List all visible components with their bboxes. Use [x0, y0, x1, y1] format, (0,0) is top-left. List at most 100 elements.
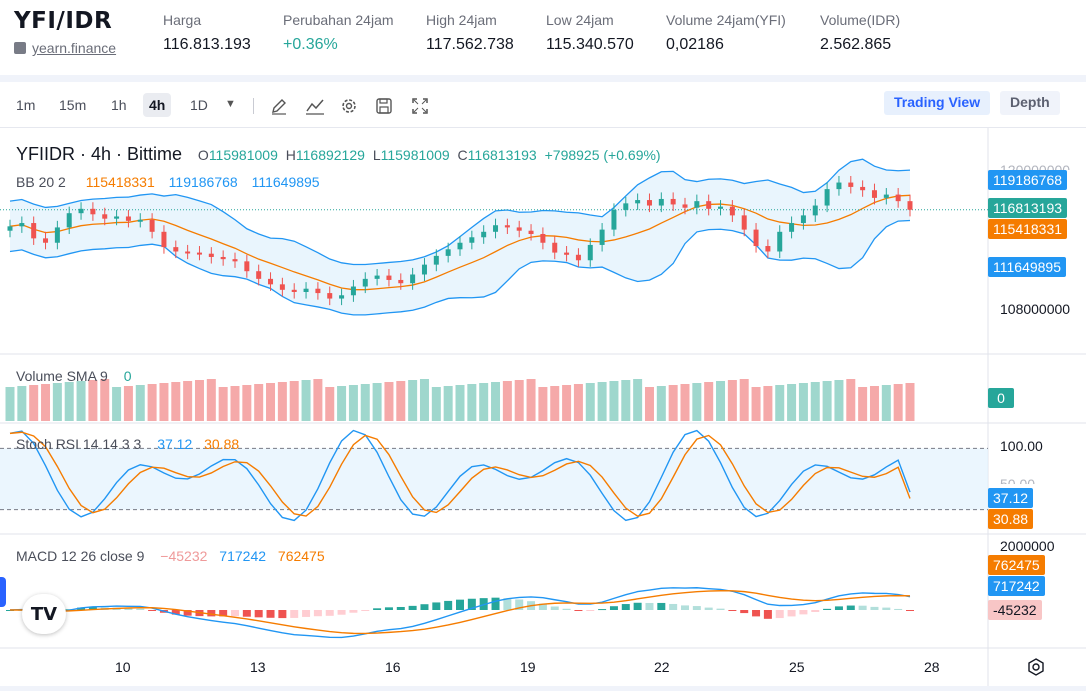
stoch-band — [0, 448, 988, 510]
stat-label: High 24jam — [426, 12, 497, 28]
volume-bar — [29, 385, 39, 421]
volume-value: 0 — [123, 368, 132, 384]
bb-upper-tag: 119186768 — [988, 170, 1068, 190]
stoch-k-tag: 37.12 — [988, 488, 1034, 508]
timeframe-1h[interactable]: 1h — [111, 97, 127, 113]
ohlc-c: 116813193 — [467, 147, 537, 163]
macd-hist-bar — [692, 606, 701, 610]
candle-body — [256, 271, 262, 279]
macd-hist-bar — [266, 610, 275, 618]
macd-hist-bar — [124, 608, 133, 610]
candle-body — [670, 198, 676, 205]
fullscreen-icon[interactable] — [411, 97, 429, 115]
candle-body — [185, 251, 191, 254]
volume-bar — [514, 380, 524, 421]
macd-hist-bar — [645, 602, 654, 610]
trading-view-button[interactable]: Trading View — [884, 91, 991, 115]
volume-tag: 0 — [988, 388, 1014, 408]
macd-hist-bar — [787, 610, 796, 617]
volume-bar — [822, 381, 832, 421]
symbol-label: YFIIDR · 4h · Bittime — [16, 144, 183, 164]
macd-hist-bar — [77, 607, 86, 610]
volume-bar — [858, 387, 868, 421]
macd-hist-bar — [550, 606, 559, 610]
volume-bar — [585, 383, 595, 421]
pencil-icon[interactable] — [270, 97, 288, 115]
tradingview-logo[interactable]: TV — [22, 594, 66, 634]
macd-hist-bar — [313, 610, 322, 617]
candle-body — [244, 261, 250, 272]
timeframe-1m[interactable]: 1m — [16, 97, 36, 113]
volume-bar — [325, 387, 335, 421]
settings-hex-icon[interactable] — [1026, 657, 1046, 677]
save-icon[interactable] — [375, 97, 393, 115]
side-handle[interactable] — [0, 577, 6, 607]
candle-body — [552, 242, 558, 253]
volume-bar — [289, 381, 299, 421]
volume-bar — [100, 379, 110, 421]
volume-bar — [775, 385, 785, 421]
macd-hist-bar — [408, 605, 417, 610]
price-axis-label-top: 120000000 — [1000, 162, 1071, 170]
macd-hist-bar — [503, 598, 512, 610]
depth-button[interactable]: Depth — [1000, 91, 1060, 115]
gear-icon[interactable] — [340, 97, 358, 115]
volume-legend: Volume SMA 9 0 — [16, 368, 136, 384]
stat-price: Harga 116.813.193 — [163, 12, 251, 54]
stat-value: 115.340.570 — [546, 36, 634, 53]
source-label[interactable]: yearn.finance — [32, 40, 117, 56]
volume-bar — [597, 382, 607, 421]
indicator-icon[interactable] — [305, 97, 325, 115]
macd-hist-bar — [657, 602, 666, 610]
macd-signal-value: 762475 — [277, 548, 325, 564]
time-axis-label: 16 — [385, 659, 401, 675]
timeframe-15m[interactable]: 15m — [59, 97, 87, 113]
ohlc-c-label: C — [457, 147, 468, 163]
timeframe-4h[interactable]: 4h — [143, 93, 172, 117]
candle-body — [173, 247, 179, 252]
macd-hist-bar — [384, 607, 393, 610]
candle-body — [812, 205, 818, 216]
stoch-label: Stoch RSI 14 14 3 3 — [16, 436, 142, 452]
volume-bar — [242, 385, 252, 421]
candle-body — [410, 274, 416, 284]
timeframe-1d[interactable]: 1D — [190, 97, 208, 113]
volume-bar — [206, 379, 216, 421]
candle-body — [125, 216, 131, 221]
candle-body — [350, 286, 356, 296]
volume-bar — [218, 387, 228, 421]
candle-body — [114, 216, 120, 219]
volume-bar — [798, 383, 808, 421]
bb-legend: BB 20 2 115418331 119186768 111649895 — [16, 174, 324, 190]
candle-body — [729, 206, 735, 216]
candle-body — [706, 201, 712, 209]
ohlc-o-label: O — [197, 147, 209, 163]
volume-bar — [183, 381, 193, 421]
chart-canvas[interactable] — [0, 128, 1086, 686]
volume-bar — [147, 384, 157, 421]
macd-hist-bar — [290, 610, 299, 618]
macd-hist-bar — [515, 599, 524, 610]
time-axis-label: 13 — [250, 659, 266, 675]
volume-bar — [644, 387, 654, 421]
macd-hist-bar — [148, 610, 157, 611]
volume-bar — [834, 380, 844, 421]
ohlc-o: 115981009 — [208, 147, 278, 163]
volume-bar — [562, 385, 572, 421]
source-link[interactable]: yearn.finance — [14, 40, 116, 56]
candle-body — [789, 223, 795, 232]
macd-hist-bar — [538, 603, 547, 610]
candle-body — [374, 275, 380, 279]
chevron-down-icon[interactable]: ▼ — [225, 98, 236, 110]
candle-body — [149, 219, 155, 232]
stoch-legend: Stoch RSI 14 14 3 3 37.12 30.88 — [16, 436, 243, 452]
price-change: +798925 (+0.69%) — [544, 147, 661, 163]
stat-change: Perubahan 24jam +0.36% — [283, 12, 394, 54]
stoch-d-line — [9, 431, 911, 517]
macd-line-tag: 717242 — [988, 576, 1045, 596]
stat-low: Low 24jam 115.340.570 — [546, 12, 634, 54]
candle-body — [315, 288, 321, 294]
macd-hist-bar — [432, 602, 441, 610]
candle-body — [43, 238, 49, 243]
candle-body — [78, 208, 84, 214]
